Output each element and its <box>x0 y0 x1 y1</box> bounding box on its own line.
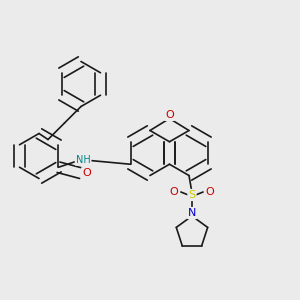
Text: O: O <box>169 187 178 197</box>
Text: NH: NH <box>76 155 91 165</box>
Text: O: O <box>165 110 174 120</box>
Text: O: O <box>82 168 91 178</box>
Text: O: O <box>206 187 214 197</box>
Text: N: N <box>188 208 196 218</box>
Text: S: S <box>188 190 196 200</box>
